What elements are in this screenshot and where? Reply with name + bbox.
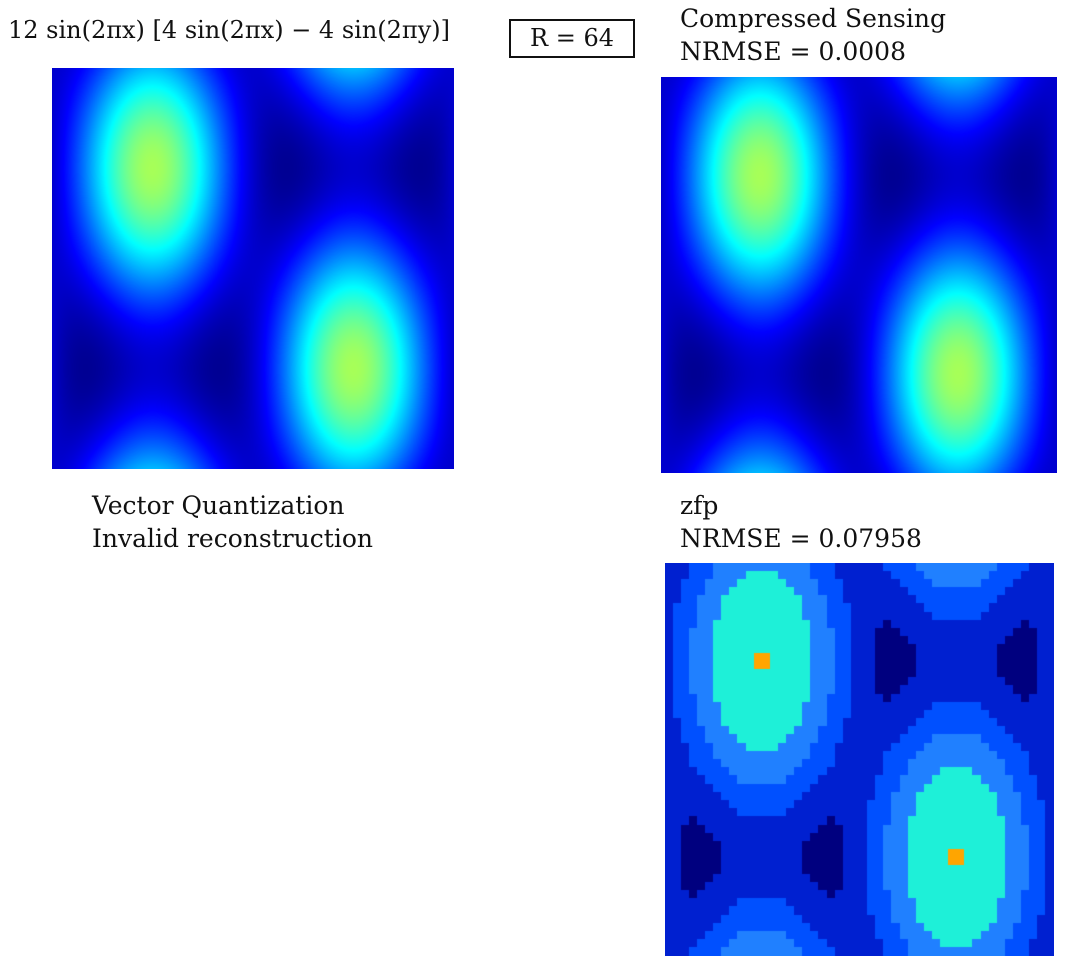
panel-status-vector-quantization: Invalid reconstruction	[92, 524, 373, 553]
heatmap-compressed-sensing	[661, 77, 1057, 473]
panel-title-zfp: zfp	[680, 491, 719, 520]
rate-box: R = 64	[509, 19, 635, 58]
panel-nrmse-zfp: NRMSE = 0.07958	[680, 524, 922, 553]
panel-title-compressed-sensing: Compressed Sensing	[680, 4, 946, 33]
panel-title-vector-quantization: Vector Quantization	[92, 491, 345, 520]
panel-nrmse-compressed-sensing: NRMSE = 0.0008	[680, 37, 906, 66]
heatmap-original	[52, 68, 454, 469]
function-label: 12 sin(2πx) [4 sin(2πx) − 4 sin(2πy)]	[8, 16, 450, 44]
heatmap-zfp	[665, 563, 1054, 956]
